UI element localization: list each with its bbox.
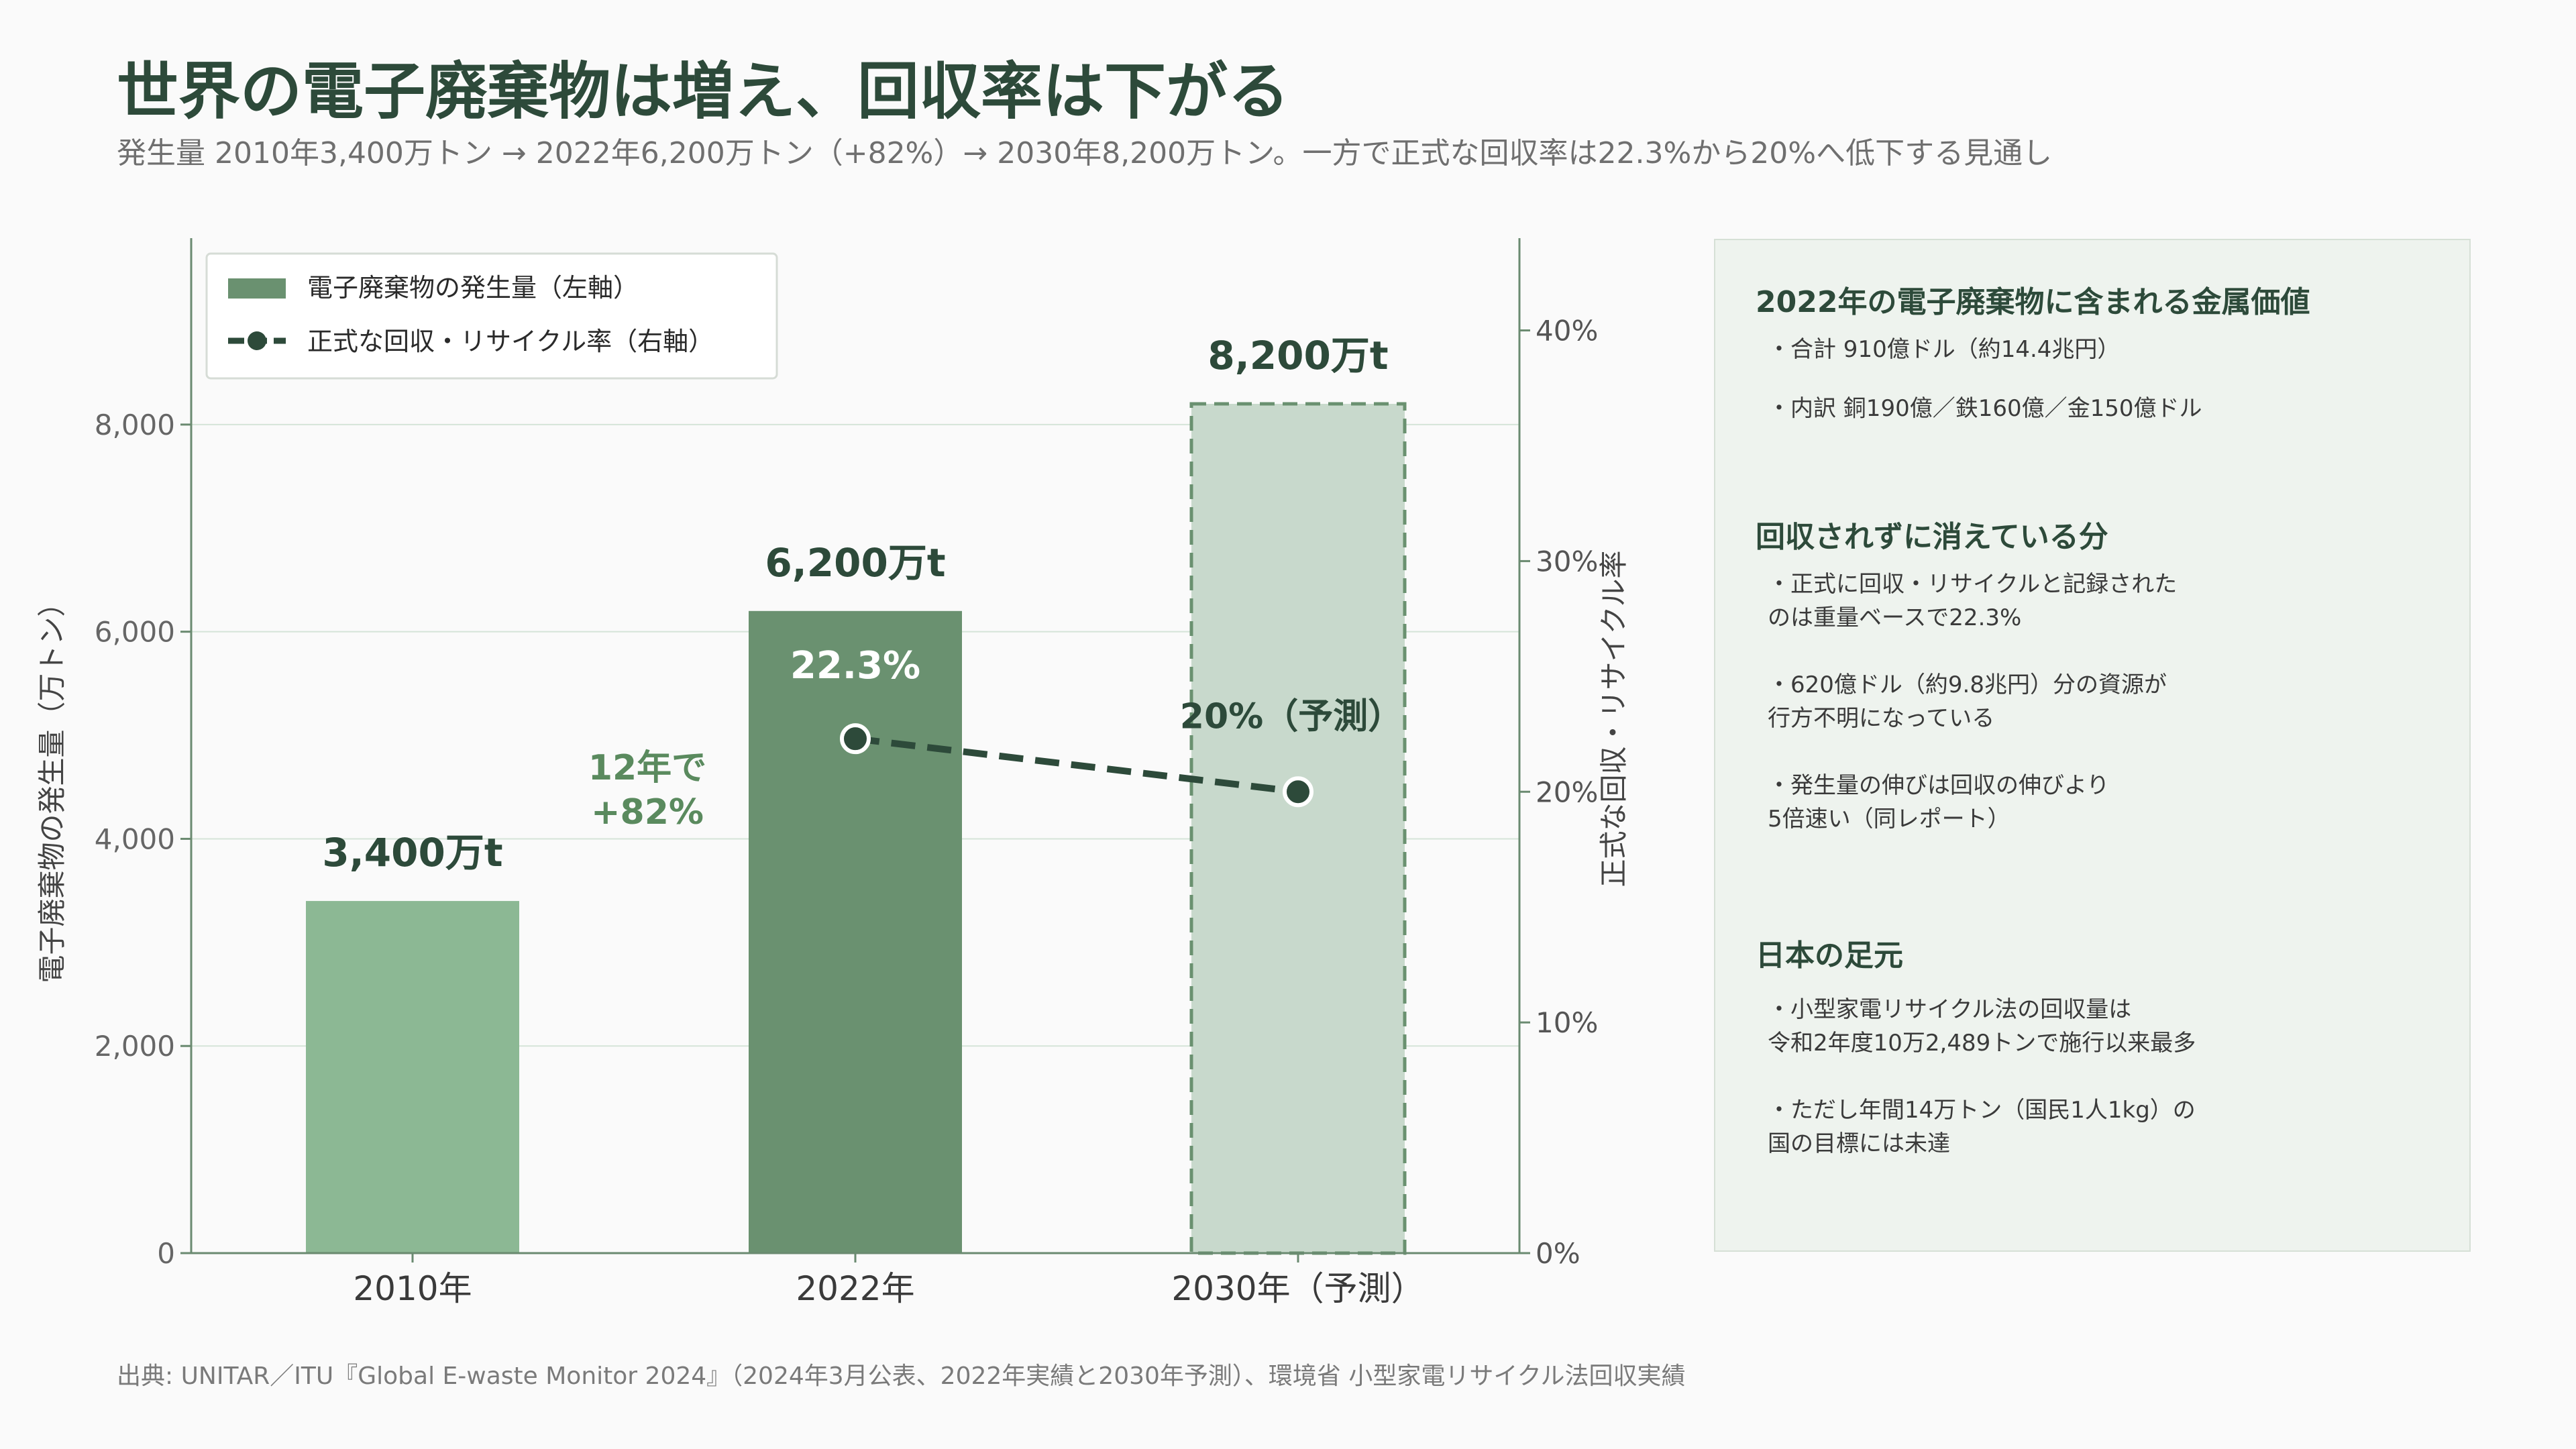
panel-section-unrecovered: 回収されずに消えている分 ・正式に回収・リサイクルと記録された のは重量ベースで… [1756, 513, 2177, 833]
page-title: 世界の電子廃棄物は増え、回収率は下がる [117, 56, 1290, 127]
x-tick-label: 2010年 [353, 1269, 472, 1308]
panel-item: ・ただし年間14万トン（国民1人1kg）の 国の目標には未達 [1768, 1097, 2196, 1157]
y-tick-label: 6,000 [95, 616, 175, 649]
x-tick-label: 2030年（予測） [1171, 1269, 1424, 1308]
y-tick-label: 0 [157, 1237, 175, 1270]
recovery-rate-point [1283, 776, 1313, 808]
info-panel: 2022年の電子廃棄物に含まれる金属価値 ・合計 910億ドル（約14.4兆円）… [1714, 239, 2471, 1252]
e-waste-chart: 3,400万t 6,200万t 8,200万t 0 2,000 4,000 6,000 8,0… [36, 238, 1630, 1308]
panel-item: ・正式に回収・リサイクルと記録された のは重量ベースで22.3% [1768, 571, 2178, 631]
y2-tick-label: 0% [1536, 1237, 1580, 1270]
legend-label: 電子廃棄物の発生量（左軸） [307, 273, 639, 303]
panel-item: ・内訳 銅190億／鉄160億／金150億ドル [1768, 395, 2202, 422]
recovery-rate-label: 22.3% [790, 644, 920, 688]
y-tick-label: 8,000 [95, 409, 175, 441]
panel-item: ・620億ドル（約9.8兆円）分の資源が 行方不明になっている [1768, 672, 2167, 732]
y2-tick-label: 30% [1536, 545, 1598, 578]
bar [749, 610, 962, 1253]
panel-heading: 日本の足元 [1756, 938, 1903, 973]
legend-swatch-bar [228, 278, 286, 299]
recovery-rate-label: 20%（予測） [1180, 696, 1403, 737]
y-tick-label: 2,000 [95, 1030, 175, 1063]
legend-label: 正式な回収・リサイクル率（右軸） [307, 327, 714, 356]
bar-value-label: 3,400万t [322, 830, 502, 875]
panel-heading: 2022年の電子廃棄物に含まれる金属価値 [1756, 285, 2310, 319]
panel-heading: 回収されずに消えている分 [1756, 520, 2108, 554]
y2-tick-label: 20% [1536, 775, 1598, 808]
source-note: 出典: UNITAR／ITU『Global E-waste Monitor 20… [117, 1362, 1686, 1390]
panel-section-metal-value: 2022年の電子廃棄物に含まれる金属価値 ・合計 910億ドル（約14.4兆円）… [1756, 278, 2310, 422]
bar-value-label: 8,200万t [1208, 333, 1388, 378]
panel-item: ・合計 910億ドル（約14.4兆円） [1768, 336, 2121, 363]
panel-item: ・発生量の伸びは回収の伸びより 5倍速い（同レポート） [1768, 772, 2110, 833]
panel-section-japan: 日本の足元 ・小型家電リサイクル法の回収量は 令和2年度10万2,489トンで施… [1756, 931, 2196, 1157]
growth-annotation: +82% [591, 792, 704, 833]
y2-tick-label: 40% [1536, 315, 1598, 347]
legend-swatch-marker [248, 331, 266, 350]
recovery-rate-line [855, 735, 1299, 796]
bar-value-label: 6,200万t [765, 540, 945, 586]
y-tick-label: 4,000 [95, 822, 175, 855]
y-axis-title: 電子廃棄物の発生量（万トン） [36, 588, 68, 983]
y2-tick-label: 10% [1536, 1006, 1598, 1039]
y2-axis-title: 正式な回収・リサイクル率 [1597, 551, 1630, 888]
recovery-rate-point [840, 723, 871, 755]
x-tick-label: 2022年 [796, 1269, 914, 1308]
bar [1189, 402, 1407, 1255]
bar [306, 901, 519, 1253]
growth-annotation: 12年で [588, 748, 706, 788]
legend-box [205, 252, 778, 380]
panel-item: ・小型家電リサイクル法の回収量は 令和2年度10万2,489トンで施行以来最多 [1768, 996, 2196, 1057]
page-subtitle: 発生量 2010年3,400万トン → 2022年6,200万トン（+82%）→… [117, 136, 2053, 170]
